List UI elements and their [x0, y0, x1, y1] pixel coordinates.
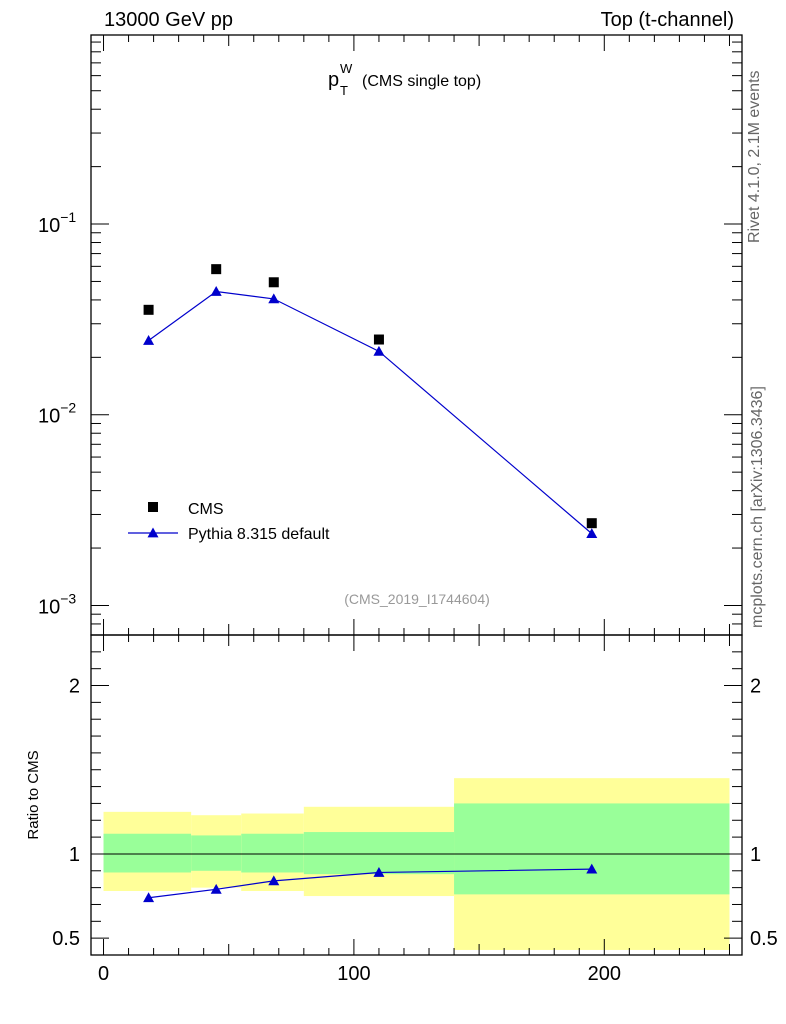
pythia-point [143, 335, 155, 345]
ratio-pythia-point [373, 866, 385, 877]
ratio-y-tick-label-right: 1 [750, 844, 761, 866]
pythia-line [148, 290, 593, 535]
ratio-frame [90, 634, 743, 956]
pythia-point [268, 293, 280, 304]
cms-point [143, 304, 154, 315]
plot-title-main: p [328, 69, 339, 91]
ratio-series [143, 863, 598, 903]
legend-cms-label: CMS [188, 501, 224, 518]
plot-frames [90, 34, 743, 956]
pythia-point [586, 528, 598, 539]
plot-title-sup: W [340, 61, 353, 76]
plot-title-rest: (CMS single top) [362, 73, 481, 90]
x-tick-label: 100 [337, 963, 370, 985]
x-tick-label: 0 [98, 963, 109, 985]
band-inner-0 [103, 833, 192, 873]
legend-pythia-marker [147, 527, 159, 538]
legend-pythia-label: Pythia 8.315 default [188, 526, 330, 543]
legend: CMS Pythia 8.315 default [128, 501, 330, 543]
pythia-point [210, 285, 222, 296]
main-y-tick-label: 10−2 [38, 400, 76, 428]
plot-title-sub: T [340, 83, 348, 98]
band-inner-2 [241, 833, 304, 873]
plot-title: p [328, 69, 339, 91]
ratio-y-tick-label-left: 1 [69, 844, 80, 866]
ratio-y-tick-label-right: 2 [750, 676, 761, 698]
source-label: (CMS_2019_I1744604) [344, 591, 490, 607]
ratio-y-tick-label-left: 0.5 [52, 928, 80, 950]
cms-point [268, 277, 279, 288]
x-tick-label: 200 [588, 963, 621, 985]
mcplots-citation-label: mcplots.cern.ch [arXiv:1306.3436] [749, 386, 766, 628]
ratio-y-tick-label-left: 2 [69, 676, 80, 698]
ratio-y-tick-label-right: 0.5 [750, 928, 778, 950]
ratio-ylabel: Ratio to CMS [25, 750, 42, 839]
pythia-point [373, 345, 385, 356]
main-y-tick-label: 10−3 [38, 590, 76, 618]
process-label: Top (t-channel) [600, 9, 734, 31]
band-inner-1 [191, 835, 242, 871]
ratio-pythia-point [586, 863, 598, 874]
ratio-pythia-point [210, 883, 222, 894]
rivet-version-label: Rivet 4.1.0, 2.1M events [746, 70, 763, 243]
cms-point [586, 518, 597, 529]
cms-point [211, 264, 222, 275]
main-frame [90, 34, 743, 636]
energy-label: 13000 GeV pp [104, 9, 233, 31]
main-series [143, 264, 598, 539]
axis-tick-labels: 10−1 10−2 10−3 2 2 1 1 0.5 0.5 0 100 200 [38, 209, 778, 985]
cms-point [373, 334, 384, 345]
main-y-tick-label: 10−1 [38, 209, 76, 237]
legend-cms-marker [148, 502, 158, 512]
ratio-pythia-point [143, 892, 155, 903]
axis-ticks [91, 35, 742, 955]
ratio-uncertainty-bands [103, 778, 730, 950]
ratio-pythia-point [268, 875, 280, 886]
band-inner-4 [454, 803, 730, 895]
